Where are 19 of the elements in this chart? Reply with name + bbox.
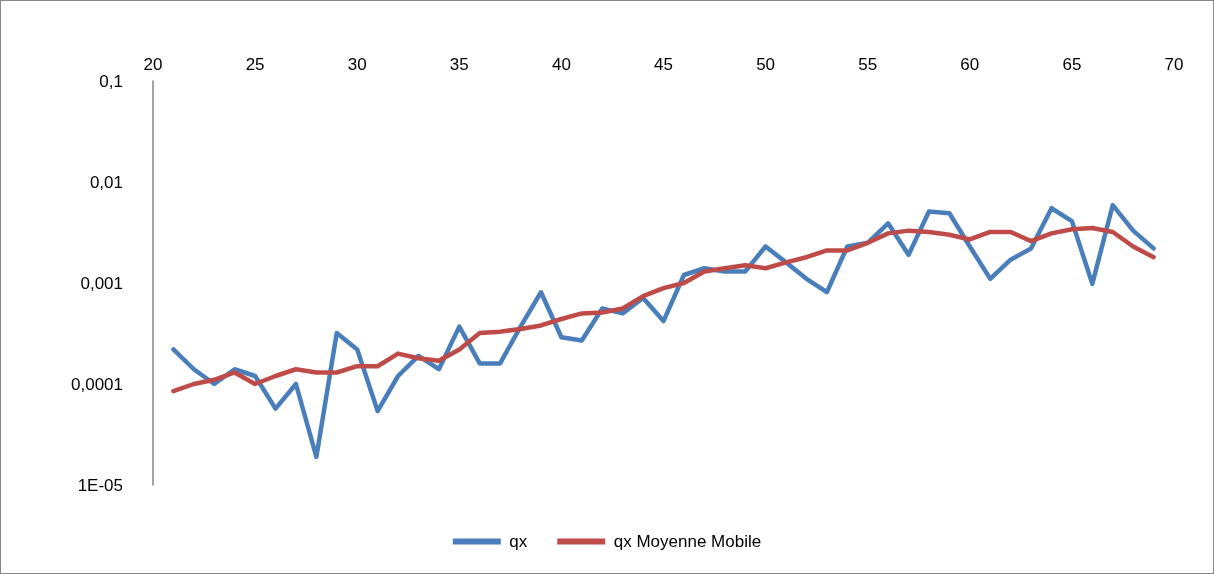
x-tick-label: 65 bbox=[1062, 55, 1082, 74]
y-tick-label: 0,0001 bbox=[71, 374, 123, 394]
y-tick-label: 1E-05 bbox=[77, 475, 123, 495]
y-tick-label: 0,1 bbox=[99, 71, 123, 91]
x-tick-label: 35 bbox=[449, 55, 469, 74]
y-tick-label: 0,001 bbox=[80, 273, 123, 293]
line-series bbox=[171, 225, 1156, 394]
legend-label: qx Moyenne Mobile bbox=[613, 532, 762, 551]
y-tick-label: 0,01 bbox=[89, 172, 123, 192]
x-tick-label: 30 bbox=[347, 55, 367, 74]
x-tick-label: 70 bbox=[1164, 55, 1184, 74]
x-tick-label: 45 bbox=[654, 55, 673, 74]
x-tick-label: 55 bbox=[858, 55, 878, 74]
x-tick-label: 40 bbox=[551, 55, 571, 74]
legend-label: qx bbox=[509, 532, 528, 551]
x-tick-label: 50 bbox=[756, 55, 776, 74]
x-tick-label: 20 bbox=[143, 55, 163, 74]
x-tick-label: 60 bbox=[960, 55, 980, 74]
x-tick-label: 25 bbox=[245, 55, 265, 74]
